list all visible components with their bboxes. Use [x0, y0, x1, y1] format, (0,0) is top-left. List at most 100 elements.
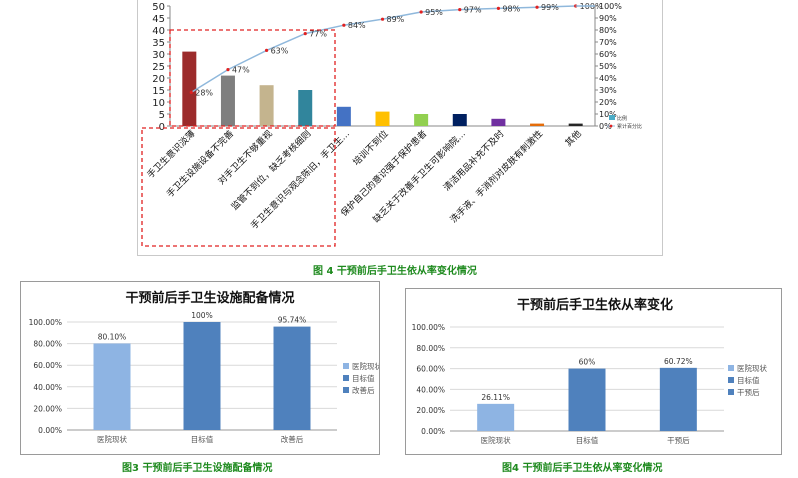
- category-label: 其他: [563, 128, 584, 149]
- right-tick-label: 0%: [599, 122, 612, 131]
- legend-swatch: [343, 363, 349, 369]
- left-tick-label: 50: [152, 2, 165, 13]
- left-tick-label: 10: [152, 98, 165, 109]
- bar: [659, 367, 697, 431]
- caption-left: 图3 干预前后手卫生设施配备情况: [122, 463, 273, 474]
- left-tick-label: 30: [152, 50, 165, 61]
- pareto-bar: [452, 114, 467, 126]
- y-tick-label: 100.00%: [29, 318, 62, 327]
- y-tick-label: 0.00%: [38, 426, 62, 435]
- cumulative-label: 98%: [502, 4, 520, 13]
- legend-swatch: [728, 365, 734, 371]
- right-tick-label: 20%: [599, 98, 617, 107]
- left-tick-label: 45: [152, 14, 165, 25]
- bar: [568, 368, 606, 431]
- left-tick-label: 0: [159, 122, 165, 133]
- legend-swatch: [343, 375, 349, 381]
- cumulative-point: [342, 23, 346, 27]
- y-tick-label: 80.00%: [33, 340, 62, 349]
- pareto-bar: [530, 123, 545, 126]
- cumulative-point: [189, 90, 193, 94]
- category-label: 干预后: [667, 435, 690, 445]
- right-tick-label: 40%: [599, 74, 617, 83]
- cumulative-label: 28%: [195, 88, 213, 97]
- pareto-bar: [375, 111, 390, 126]
- data-label: 60.72%: [664, 357, 693, 366]
- left-tick-label: 20: [152, 74, 165, 85]
- right-tick-label: 100%: [599, 2, 622, 11]
- right-tick-label: 70%: [599, 38, 617, 47]
- legend-label-line: 累计百分比: [617, 123, 642, 130]
- left-tick-label: 40: [152, 26, 165, 37]
- caption-right: 图4 干预前后手卫生依从率变化情况: [502, 463, 663, 474]
- bar: [273, 326, 311, 430]
- pareto-bar: [568, 123, 583, 126]
- pareto-bar: [414, 114, 429, 126]
- caption-top: 图 4 干预前后手卫生依从率变化情况: [313, 266, 477, 277]
- legend-swatch-point: [609, 124, 613, 128]
- cumulative-point: [226, 68, 230, 72]
- y-tick-label: 60.00%: [33, 361, 62, 370]
- right-tick-label: 30%: [599, 86, 617, 95]
- right-tick-label: 50%: [599, 62, 617, 71]
- cumulative-label: 63%: [271, 46, 289, 55]
- cumulative-point: [264, 48, 269, 53]
- category-label: 手卫生设施设备不完善: [164, 128, 236, 200]
- y-tick-label: 80.00%: [416, 344, 445, 353]
- data-label: 60%: [579, 358, 596, 367]
- pareto-bar: [182, 51, 197, 126]
- cumulative-label: 84%: [348, 21, 366, 30]
- data-label: 100%: [191, 311, 212, 320]
- category-label: 医院现状: [97, 434, 127, 444]
- cumulative-point: [535, 5, 539, 9]
- facility-chart-panel: 干预前后手卫生设施配备情况 0.00% 20.00% 40.00% 60.00% 80.0…: [20, 281, 383, 455]
- cumulative-label: 89%: [387, 15, 405, 24]
- cumulative-label: 99%: [541, 3, 559, 12]
- facility-chart: 干预前后手卫生设施配备情况 0.00% 20.00% 40.00% 60.00% 80.0…: [29, 290, 383, 444]
- bar: [183, 322, 221, 430]
- legend-swatch: [728, 389, 734, 395]
- cumulative-point: [496, 6, 501, 10]
- category-label: 目标值: [191, 434, 214, 444]
- legend-label: 医院现状: [737, 363, 767, 373]
- highlight-box-bars: [169, 29, 336, 127]
- category-label: 监管不到位，缺乏考核细则: [228, 128, 313, 213]
- cumulative-point: [303, 31, 307, 36]
- legend-swatch-bar: [609, 115, 615, 120]
- category-label: 医院现状: [481, 435, 511, 445]
- y-tick-label: 100.00%: [412, 323, 445, 332]
- category-label: 改善后: [281, 434, 304, 444]
- bar: [477, 403, 515, 431]
- pareto-bar: [259, 85, 274, 126]
- category-label: 目标值: [576, 435, 599, 445]
- legend-label-bar: 比例: [617, 115, 627, 122]
- y-tick-label: 40.00%: [416, 385, 445, 394]
- legend-swatch: [728, 377, 734, 383]
- y-tick-label: 40.00%: [33, 383, 62, 392]
- chart-title: 干预前后手卫生依从率变化: [517, 297, 673, 313]
- pareto-chart-panel: 0 5 10 15 20 25 30 35 40 45 50 0% 10% 20% 30% 40% 50% 60%…: [137, 0, 663, 256]
- cumulative-point: [419, 10, 423, 14]
- left-tick-label: 25: [152, 62, 165, 73]
- compliance-chart-panel: 干预前后手卫生依从率变化 0.00% 20.00% 40.00% 60.00% 80.00…: [405, 288, 782, 455]
- data-label: 95.74%: [278, 316, 307, 325]
- y-tick-label: 60.00%: [416, 365, 445, 374]
- right-tick-label: 10%: [599, 110, 617, 119]
- pareto-bar: [298, 90, 313, 126]
- legend-label: 干预后: [737, 387, 760, 397]
- cumulative-label: 77%: [309, 30, 327, 39]
- compliance-chart: 干预前后手卫生依从率变化 0.00% 20.00% 40.00% 60.00% 80.00…: [412, 297, 768, 445]
- cumulative-point: [380, 17, 385, 21]
- legend-label: 目标值: [737, 375, 760, 385]
- pareto-bar: [336, 106, 351, 126]
- data-label: 26.11%: [481, 393, 510, 402]
- cumulative-point: [458, 8, 462, 12]
- left-tick-label: 5: [159, 110, 165, 121]
- left-tick-label: 15: [152, 86, 165, 97]
- legend-label: 改善后: [352, 385, 375, 395]
- pareto-bar: [220, 75, 235, 126]
- y-tick-label: 20.00%: [33, 404, 62, 413]
- category-label: 培训不到位: [350, 128, 390, 168]
- right-tick-label: 90%: [599, 14, 617, 23]
- left-tick-label: 35: [152, 38, 165, 49]
